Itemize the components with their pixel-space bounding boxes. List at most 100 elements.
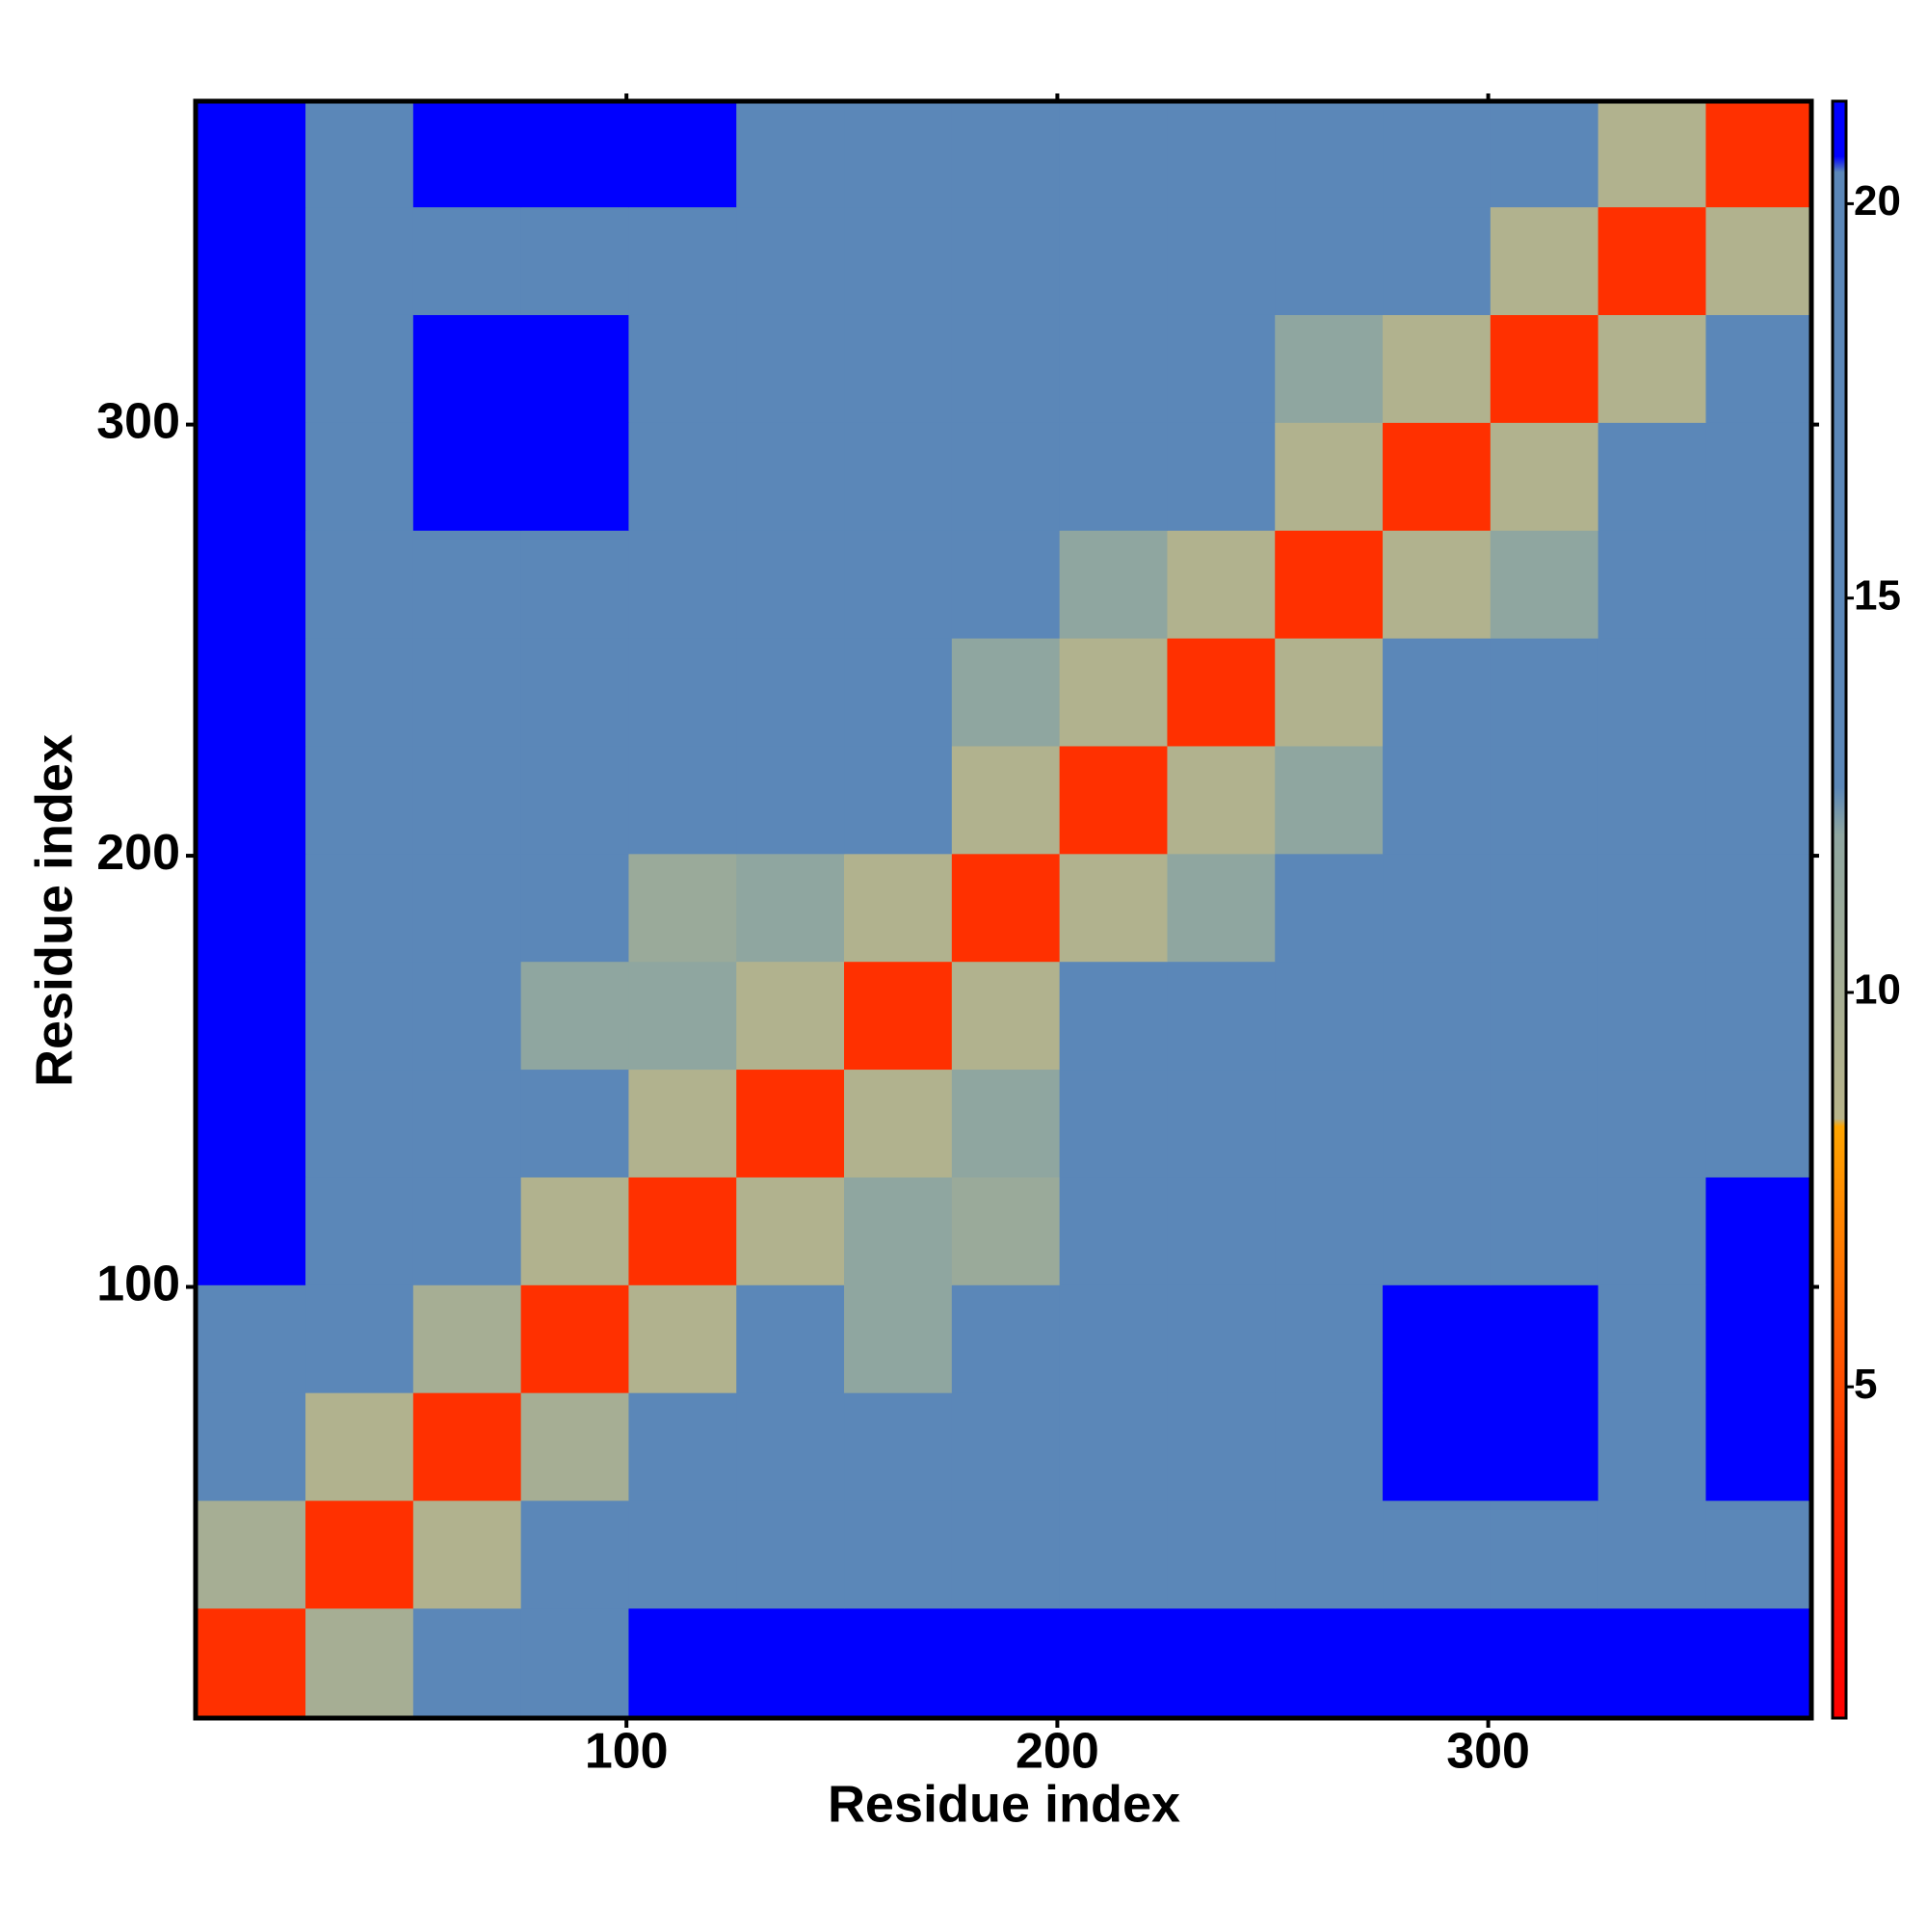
heatmap-cell: [951, 1177, 1061, 1285]
heatmap-cell: [1597, 1392, 1706, 1501]
heatmap-cell: [1167, 1177, 1276, 1285]
heatmap-cell: [1597, 853, 1706, 963]
heatmap-cell: [1490, 638, 1599, 747]
heatmap-cell: [1490, 1177, 1599, 1285]
heatmap-cell: [628, 745, 737, 855]
y-axis-title: Residue index: [25, 734, 83, 1087]
heatmap-cell: [412, 961, 522, 1071]
heatmap-cell: [198, 1500, 306, 1609]
heatmap-cell: [736, 638, 845, 747]
heatmap-cell: [951, 1069, 1061, 1178]
heatmap-cell: [198, 206, 306, 315]
heatmap-cell: [520, 1069, 629, 1178]
heatmap-cell: [628, 961, 737, 1071]
heatmap-cell: [520, 853, 629, 963]
y-tick-label: 300: [96, 393, 180, 449]
heatmap-cell: [1167, 1392, 1276, 1501]
heatmap-cell: [1275, 1607, 1384, 1717]
heatmap-cell: [1490, 1284, 1599, 1393]
heatmap-cell: [1490, 206, 1599, 315]
heatmap-cell: [736, 530, 845, 639]
heatmap-cell: [1490, 1500, 1599, 1609]
heatmap-cell: [305, 1069, 414, 1178]
heatmap-cell: [628, 314, 737, 423]
heatmap-cell: [1059, 1069, 1168, 1178]
heatmap-cell: [1383, 1284, 1491, 1393]
heatmap-cell: [1597, 1284, 1706, 1393]
heatmap-cell: [844, 1392, 953, 1501]
heatmap-cell: [1490, 745, 1599, 855]
heatmap-cell: [1167, 1500, 1276, 1609]
heatmap-cell: [198, 961, 306, 1071]
heatmap-cell: [736, 1392, 845, 1501]
heatmap-cell: [520, 314, 629, 423]
heatmap-cell: [520, 1284, 629, 1393]
heatmap-cell: [951, 853, 1061, 963]
heatmap-cell: [844, 1607, 953, 1717]
heatmap-cell: [1597, 1069, 1706, 1178]
heatmap-cell: [1275, 1500, 1384, 1609]
heatmap-cell: [1383, 1177, 1491, 1285]
heatmap-cell: [520, 638, 629, 747]
heatmap-cell: [844, 530, 953, 639]
heatmap-cell: [520, 206, 629, 315]
heatmap-cell: [1059, 638, 1168, 747]
heatmap-cell: [1705, 638, 1812, 747]
heatmap-cell: [1705, 961, 1812, 1071]
heatmap-cell: [1167, 1069, 1276, 1178]
heatmap-cell: [1705, 1069, 1812, 1178]
heatmap-cell: [736, 1177, 845, 1285]
heatmap-cell: [1705, 101, 1812, 208]
heatmap-cell: [1167, 206, 1276, 315]
heatmap-cell: [1705, 853, 1812, 963]
heatmap-cell: [412, 1500, 522, 1609]
heatmap-cell: [198, 422, 306, 531]
x-tick-label: 100: [585, 1724, 669, 1780]
heatmap-cell: [1705, 206, 1812, 315]
heatmap-cell: [305, 101, 414, 208]
heatmap-cell: [1275, 1392, 1384, 1501]
heatmap-cell: [520, 1392, 629, 1501]
heatmap-cell: [305, 530, 414, 639]
heatmap-cell: [412, 1177, 522, 1285]
heatmap-cell: [1059, 1392, 1168, 1501]
heatmap-cell: [1167, 530, 1276, 639]
heatmap-cell: [1059, 1177, 1168, 1285]
heatmap-cell: [1490, 1069, 1599, 1178]
heatmap-cell: [1490, 422, 1599, 531]
heatmap-cell: [1383, 530, 1491, 639]
heatmap-cell: [1597, 530, 1706, 639]
x-tick-label: 300: [1446, 1724, 1530, 1780]
heatmap-cell: [1597, 638, 1706, 747]
heatmap-cell: [1275, 853, 1384, 963]
heatmap-cell: [628, 1392, 737, 1501]
heatmap-cell: [198, 1284, 306, 1393]
heatmap-cell: [1275, 206, 1384, 315]
heatmap-cell: [628, 422, 737, 531]
heatmap-cell: [520, 422, 629, 531]
heatmap-cell: [1167, 101, 1276, 208]
plot-frame: [193, 98, 1814, 1721]
heatmap-cell: [1383, 101, 1491, 208]
heatmap-cell: [412, 422, 522, 531]
heatmap-cell: [1275, 422, 1384, 531]
heatmap-cell: [1597, 422, 1706, 531]
heatmap-cell: [1275, 314, 1384, 423]
heatmap-cell: [844, 961, 953, 1071]
heatmap-cell: [198, 530, 306, 639]
heatmap-cell: [1705, 314, 1812, 423]
heatmap-cell: [1167, 638, 1276, 747]
heatmap-cell: [951, 1284, 1061, 1393]
heatmap-cell: [628, 638, 737, 747]
heatmap-cell: [1490, 101, 1599, 208]
heatmap-cell: [1383, 1500, 1491, 1609]
heatmap-cell: [1705, 1607, 1812, 1717]
heatmap-cell: [198, 1392, 306, 1501]
heatmap-cell: [628, 101, 737, 208]
heatmap-cell: [1705, 1500, 1812, 1609]
colorbar-tick-label: 10: [1854, 966, 1901, 1014]
heatmap-cell: [1167, 961, 1276, 1071]
heatmap-cell: [1597, 745, 1706, 855]
